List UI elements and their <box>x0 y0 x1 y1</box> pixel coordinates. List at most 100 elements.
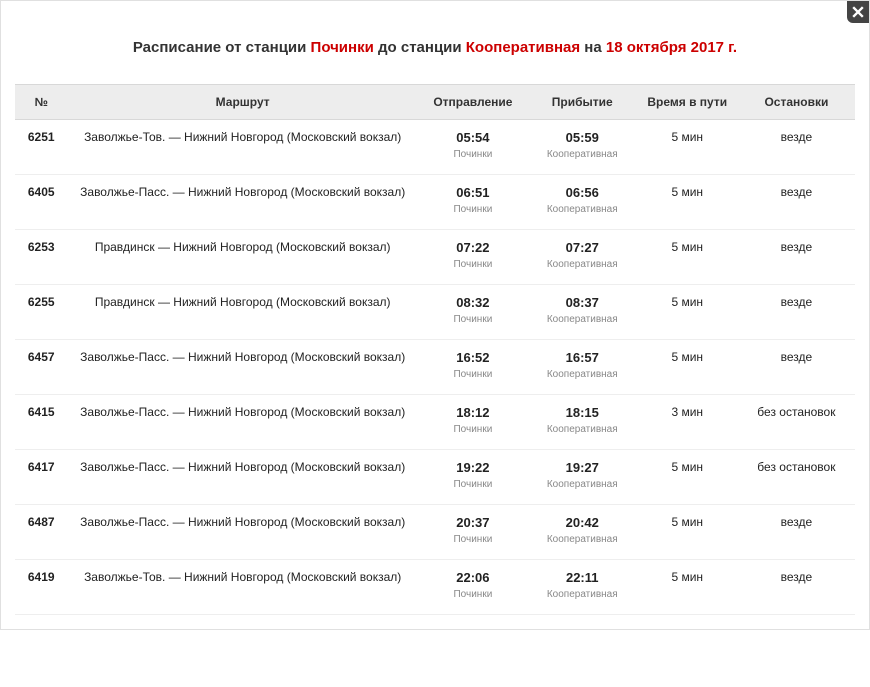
schedule-page: Расписание от станции Починки до станции… <box>0 0 870 630</box>
arrival-time: 22:11 <box>534 570 631 585</box>
arrival-time: 16:57 <box>534 350 631 365</box>
departure-time: 07:22 <box>424 240 522 255</box>
cell-arrival: 06:56 Кооперативная <box>528 175 637 230</box>
title-mid: до станции <box>378 39 466 56</box>
departure-station: Починки <box>424 314 522 325</box>
table-row: 6457Заволжье-Пасс. — Нижний Новгород (Мо… <box>15 340 855 395</box>
cell-route: Заволжье-Пасс. — Нижний Новгород (Москов… <box>67 450 418 505</box>
title-date: 18 октября 2017 г. <box>606 39 737 56</box>
cell-duration: 5 мин <box>637 560 738 615</box>
departure-time: 06:51 <box>424 185 522 200</box>
cell-departure: 20:37 Починки <box>418 505 528 560</box>
arrival-station: Кооперативная <box>534 534 631 545</box>
departure-station: Починки <box>424 424 522 435</box>
departure-station: Починки <box>424 534 522 545</box>
cell-departure: 08:32 Починки <box>418 285 528 340</box>
table-row: 6253Правдинск — Нижний Новгород (Московс… <box>15 230 855 285</box>
cell-duration: 5 мин <box>637 230 738 285</box>
arrival-station: Кооперативная <box>534 149 631 160</box>
cell-train-number: 6255 <box>15 285 67 340</box>
cell-train-number: 6253 <box>15 230 67 285</box>
title-on: на <box>584 39 606 56</box>
col-duration: Время в пути <box>637 85 738 120</box>
arrival-time: 07:27 <box>534 240 631 255</box>
cell-duration: 5 мин <box>637 120 738 175</box>
cell-train-number: 6415 <box>15 395 67 450</box>
cell-departure: 07:22Починки <box>418 230 528 285</box>
arrival-time: 06:56 <box>534 185 631 200</box>
arrival-time: 08:37 <box>534 295 631 310</box>
arrival-station: Кооперативная <box>534 369 631 380</box>
title-to-station: Кооперативная <box>466 39 580 56</box>
departure-time: 20:37 <box>424 515 522 530</box>
cell-stops: везде <box>738 285 855 340</box>
cell-route: Заволжье-Пасс. — Нижний Новгород (Москов… <box>67 175 418 230</box>
cell-duration: 5 мин <box>637 175 738 230</box>
table-row: 6487Заволжье-Пасс. — Нижний Новгород (Мо… <box>15 505 855 560</box>
arrival-time: 18:15 <box>534 405 631 420</box>
cell-departure: 05:54Починки <box>418 120 528 175</box>
arrival-time: 20:42 <box>534 515 631 530</box>
schedule-table: № Маршрут Отправление Прибытие Время в п… <box>15 84 855 615</box>
cell-departure: 19:22 Починки <box>418 450 528 505</box>
cell-departure: 22:06 Починки <box>418 560 528 615</box>
arrival-station: Кооперативная <box>534 314 631 325</box>
page-title: Расписание от станции Починки до станции… <box>11 39 859 56</box>
cell-route: Заволжье-Пасс. — Нижний Новгород (Москов… <box>67 340 418 395</box>
table-row: 6417Заволжье-Пасс. — Нижний Новгород (Мо… <box>15 450 855 505</box>
departure-time: 19:22 <box>424 460 522 475</box>
arrival-station: Кооперативная <box>534 259 631 270</box>
table-row: 6419Заволжье-Тов. — Нижний Новгород (Мос… <box>15 560 855 615</box>
cell-arrival: 20:42 Кооперативная <box>528 505 637 560</box>
cell-train-number: 6405 <box>15 175 67 230</box>
departure-time: 22:06 <box>424 570 522 585</box>
cell-train-number: 6457 <box>15 340 67 395</box>
cell-arrival: 08:37 Кооперативная <box>528 285 637 340</box>
departure-time: 18:12 <box>424 405 522 420</box>
arrival-station: Кооперативная <box>534 589 631 600</box>
cell-arrival: 16:57 Кооперативная <box>528 340 637 395</box>
departure-time: 05:54 <box>424 130 522 145</box>
col-route: Маршрут <box>67 85 418 120</box>
cell-departure: 16:52Починки <box>418 340 528 395</box>
departure-time: 16:52 <box>424 350 522 365</box>
arrival-time: 05:59 <box>534 130 631 145</box>
cell-duration: 5 мин <box>637 340 738 395</box>
close-icon <box>852 6 864 18</box>
table-row: 6415Заволжье-Пасс. — Нижний Новгород (Мо… <box>15 395 855 450</box>
cell-stops: везде <box>738 120 855 175</box>
arrival-station: Кооперативная <box>534 479 631 490</box>
cell-route: Правдинск — Нижний Новгород (Московский … <box>67 285 418 340</box>
table-row: 6255Правдинск — Нижний Новгород (Московс… <box>15 285 855 340</box>
col-stops: Остановки <box>738 85 855 120</box>
cell-train-number: 6487 <box>15 505 67 560</box>
cell-stops: без остановок <box>738 450 855 505</box>
cell-duration: 5 мин <box>637 505 738 560</box>
cell-arrival: 18:15 Кооперативная <box>528 395 637 450</box>
cell-arrival: 19:27 Кооперативная <box>528 450 637 505</box>
cell-duration: 3 мин <box>637 395 738 450</box>
table-row: 6251Заволжье-Тов. — Нижний Новгород (Мос… <box>15 120 855 175</box>
cell-stops: везде <box>738 340 855 395</box>
table-header-row: № Маршрут Отправление Прибытие Время в п… <box>15 85 855 120</box>
cell-train-number: 6419 <box>15 560 67 615</box>
cell-route: Заволжье-Пасс. — Нижний Новгород (Москов… <box>67 395 418 450</box>
col-arrival: Прибытие <box>528 85 637 120</box>
cell-departure: 18:12 Починки <box>418 395 528 450</box>
arrival-station: Кооперативная <box>534 424 631 435</box>
close-button[interactable] <box>847 1 869 23</box>
cell-arrival: 07:27 Кооперативная <box>528 230 637 285</box>
departure-station: Починки <box>424 479 522 490</box>
title-from-station: Починки <box>311 39 374 56</box>
arrival-station: Кооперативная <box>534 204 631 215</box>
cell-departure: 06:51 Починки <box>418 175 528 230</box>
departure-station: Починки <box>424 204 522 215</box>
arrival-time: 19:27 <box>534 460 631 475</box>
cell-duration: 5 мин <box>637 285 738 340</box>
departure-station: Починки <box>424 589 522 600</box>
col-departure: Отправление <box>418 85 528 120</box>
cell-route: Заволжье-Пасс. — Нижний Новгород (Москов… <box>67 505 418 560</box>
cell-stops: везде <box>738 230 855 285</box>
departure-time: 08:32 <box>424 295 522 310</box>
cell-duration: 5 мин <box>637 450 738 505</box>
